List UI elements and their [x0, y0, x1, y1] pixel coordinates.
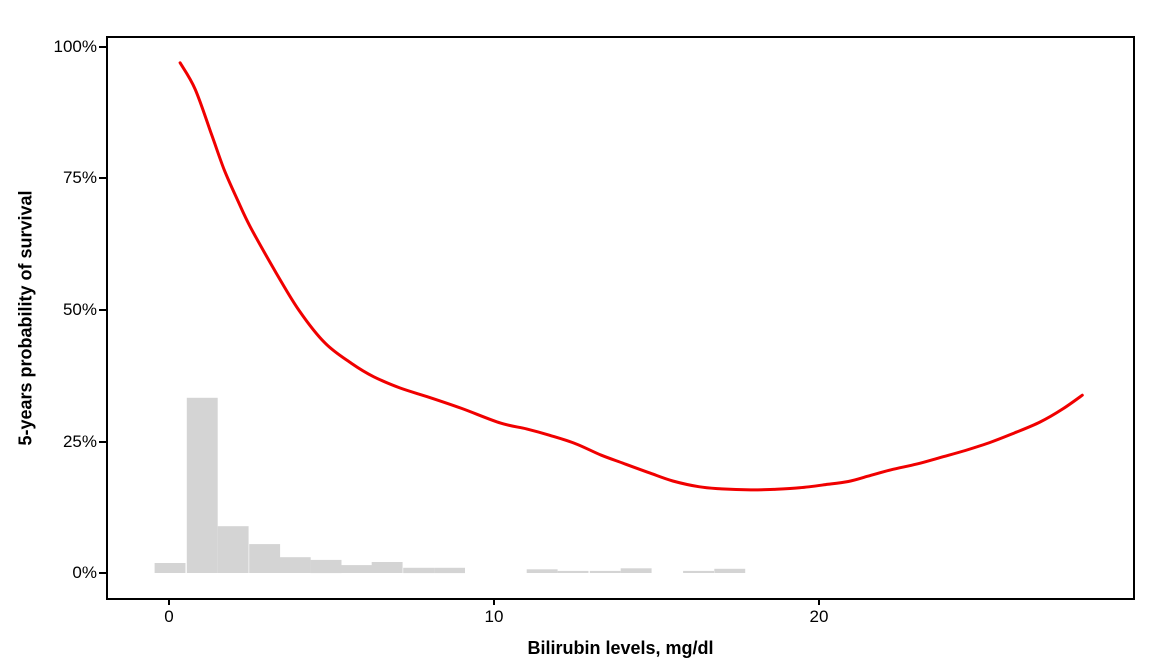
- x-tick-label: 20: [809, 607, 829, 626]
- x-tick-label: 0: [164, 607, 174, 626]
- y-tick-mark: [99, 309, 106, 311]
- histogram-bar: [217, 526, 249, 573]
- y-tick-label: 100%: [53, 37, 97, 56]
- x-tick-mark: [818, 598, 820, 605]
- y-tick-mark: [99, 572, 106, 574]
- histogram-bar: [249, 544, 281, 573]
- histogram-bar: [683, 570, 714, 573]
- x-tick-label: 10: [484, 607, 504, 626]
- histogram-bar: [434, 567, 465, 574]
- plot-canvas: [154, 61, 1084, 574]
- histogram-bar: [279, 557, 311, 573]
- histogram-bar: [526, 569, 558, 573]
- x-tick-mark: [493, 598, 495, 605]
- y-tick-label: 50%: [62, 300, 97, 319]
- x-axis-title: Bilirubin levels, mg/dl: [527, 638, 714, 658]
- y-tick-mark: [99, 46, 106, 48]
- x-tick-mark: [168, 598, 170, 605]
- y-tick-label: 75%: [62, 168, 97, 187]
- histogram-bar: [154, 563, 186, 573]
- histogram-bar: [620, 568, 652, 573]
- histogram-bar: [714, 568, 746, 573]
- y-tick-mark: [99, 441, 106, 443]
- y-tick-label: 0%: [72, 563, 97, 582]
- y-tick-label: 25%: [62, 432, 97, 451]
- survival-curve: [178, 61, 1084, 492]
- histogram-bar: [557, 570, 589, 573]
- histogram-bar: [310, 559, 342, 574]
- histogram-bar: [341, 565, 373, 573]
- histogram-bar: [403, 567, 435, 574]
- plot-panel: [106, 36, 1135, 600]
- histogram-bar: [186, 397, 218, 573]
- y-tick-mark: [99, 177, 106, 179]
- histogram-bar: [589, 570, 621, 573]
- histogram-bar: [371, 562, 403, 573]
